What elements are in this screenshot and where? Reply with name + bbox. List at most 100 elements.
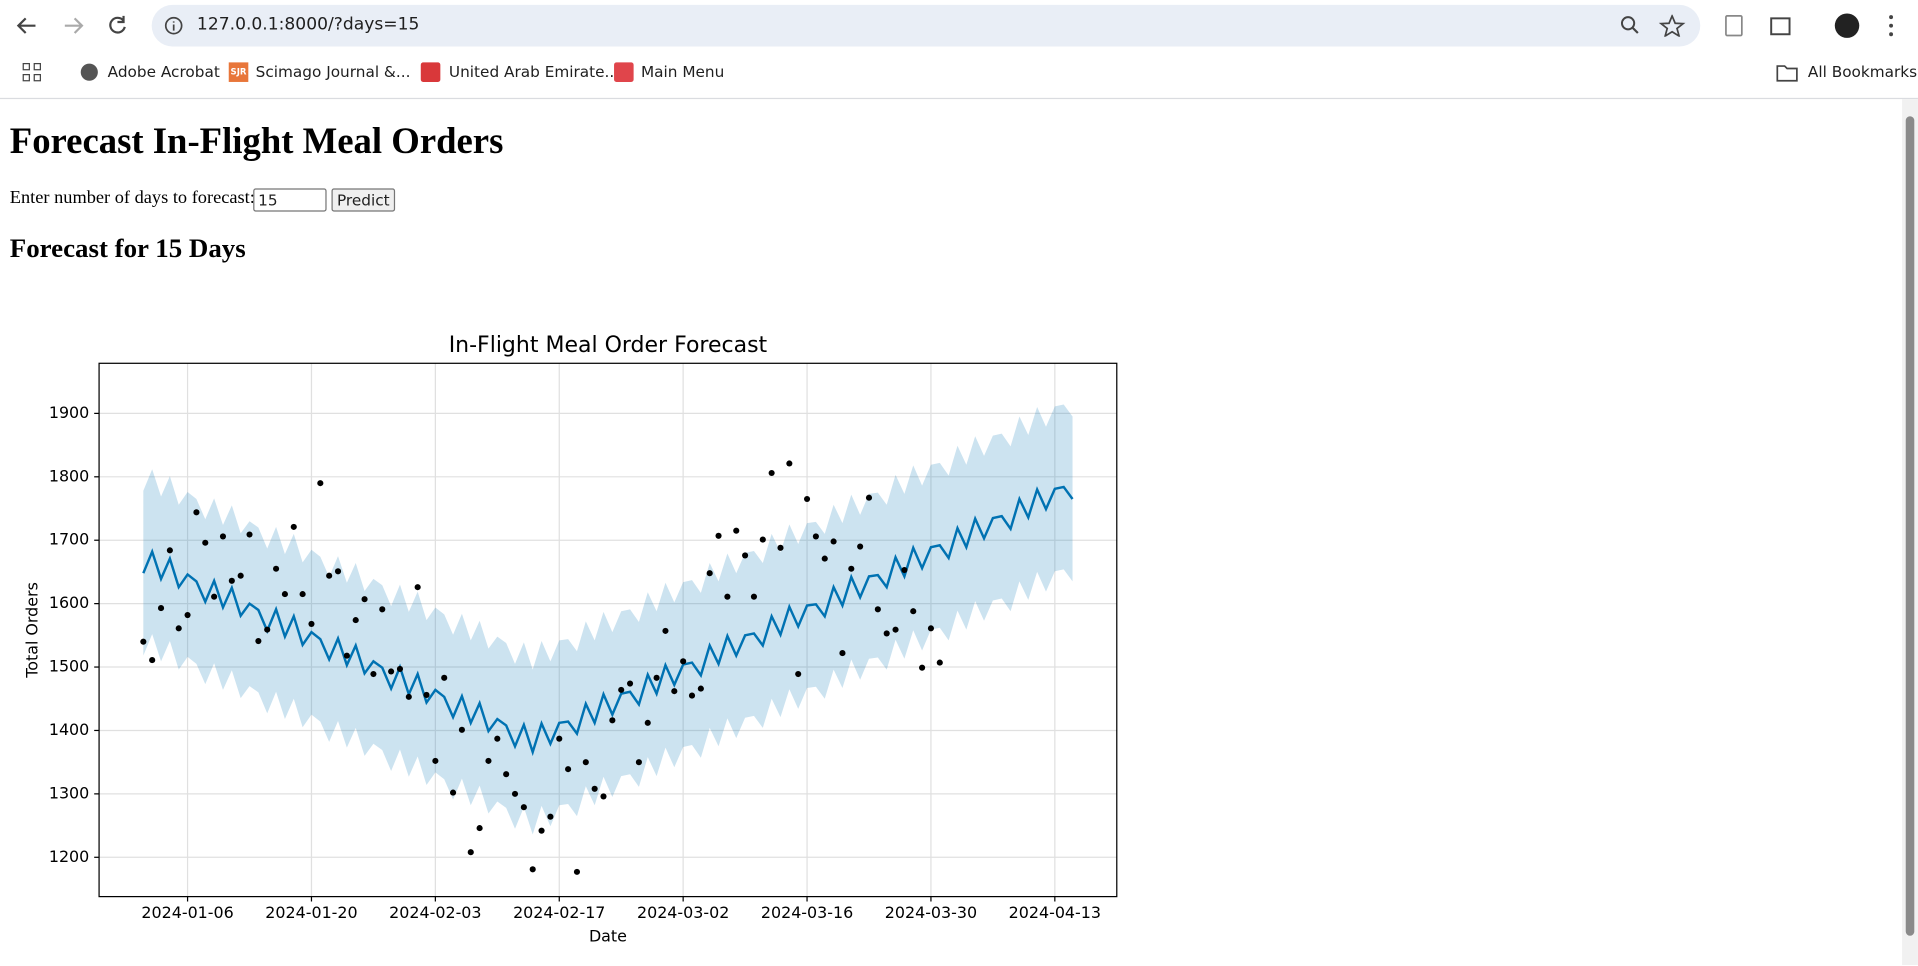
- observed-point: [724, 593, 731, 600]
- observed-point: [573, 868, 581, 875]
- observed-point: [901, 566, 908, 574]
- x-tick-label: 2024-02-03: [389, 903, 481, 922]
- toolbar-icons: [16, 13, 1894, 38]
- y-tick-label: 1700: [49, 530, 89, 549]
- observed-point: [892, 626, 899, 633]
- observed-point: [821, 555, 828, 562]
- back-button[interactable]: [16, 17, 36, 34]
- observed-point: [228, 577, 235, 584]
- observed-point: [379, 606, 386, 613]
- y-tick-label: 1800: [49, 466, 89, 485]
- reload-button[interactable]: [109, 15, 126, 34]
- x-axis-label: Date: [589, 926, 627, 945]
- observed-point: [865, 494, 873, 501]
- predict-button[interactable]: Predict: [331, 188, 396, 212]
- observed-point: [423, 691, 430, 699]
- forecast-heading: Forecast for 15 Days: [9, 232, 246, 263]
- zoom-and-star[interactable]: [1620, 14, 1693, 37]
- observed-point: [290, 523, 297, 530]
- profile-avatar[interactable]: [1834, 13, 1860, 38]
- observed-point: [485, 757, 492, 764]
- y-tick-label: 1200: [49, 847, 89, 866]
- observed-point: [467, 849, 474, 856]
- uncertainty-band: [143, 404, 1073, 835]
- observed-point: [219, 533, 227, 540]
- observed-point: [936, 659, 943, 666]
- observed-point: [795, 670, 802, 678]
- observed-point: [697, 685, 704, 692]
- bookmark[interactable]: Scimago Journal &...: [255, 62, 411, 81]
- observed-point: [175, 625, 182, 632]
- bookmark-icon: [420, 62, 441, 82]
- forecast-line: [142, 485, 1074, 757]
- forward-button[interactable]: [64, 17, 84, 34]
- globe-icon: [80, 63, 98, 81]
- observed-point: [750, 593, 758, 600]
- y-tick-label: 1500: [49, 657, 89, 676]
- observed-point: [308, 620, 315, 627]
- observed-point: [299, 591, 306, 598]
- scrollbar[interactable]: [1902, 99, 1918, 966]
- url-text: 127.0.0.1:8000/?days=15: [196, 14, 420, 35]
- observed-point: [910, 608, 917, 615]
- observed-point: [264, 626, 271, 633]
- extension-icons[interactable]: [1719, 12, 1805, 39]
- observed-point: [458, 726, 465, 733]
- observed-point: [503, 771, 510, 778]
- observed-point: [786, 460, 793, 467]
- observed-point: [671, 688, 678, 695]
- observed-point: [626, 680, 634, 687]
- y-tick-label: 1300: [49, 783, 89, 802]
- observed-point: [618, 686, 625, 693]
- x-tick-label: 2024-01-20: [265, 903, 357, 922]
- observed-point: [644, 719, 651, 726]
- observed-point: [812, 533, 819, 540]
- observed-point: [653, 674, 660, 681]
- bookmark-icon: SJR: [228, 62, 249, 82]
- observed-point: [193, 509, 200, 516]
- observed-point: [388, 668, 395, 675]
- menu-button[interactable]: [1889, 15, 1894, 20]
- observed-point: [688, 692, 696, 699]
- observed-point: [874, 606, 881, 613]
- observed-point: [733, 527, 740, 534]
- menu-dot: [1889, 23, 1894, 28]
- observed-point: [565, 766, 572, 773]
- y-axis-label: Total Orders: [23, 582, 42, 679]
- input-label: Enter number of days to forecast:: [9, 188, 255, 208]
- observed-point: [803, 495, 811, 503]
- bookmark[interactable]: United Arab Emirate...: [448, 62, 620, 81]
- observed-point: [140, 638, 147, 645]
- folder-icon: [1776, 65, 1798, 82]
- observed-point: [591, 785, 598, 792]
- observed-point: [839, 650, 846, 657]
- observed-point: [715, 532, 722, 539]
- apps-icon[interactable]: [22, 62, 42, 82]
- menu-dot: [1889, 32, 1894, 37]
- observed-point: [529, 866, 536, 873]
- bookmark-icon: [614, 62, 634, 82]
- bookmark[interactable]: Main Menu: [640, 62, 725, 81]
- days-input[interactable]: 15: [253, 188, 327, 212]
- observed-point: [432, 757, 439, 764]
- observed-point: [166, 547, 173, 554]
- observed-point: [919, 664, 926, 671]
- scrollbar-thumb[interactable]: [1905, 116, 1915, 936]
- address-bar[interactable]: 127.0.0.1:8000/?days=15: [151, 4, 1701, 47]
- x-tick-label: 2024-01-06: [141, 903, 233, 922]
- observed-point: [317, 480, 324, 487]
- x-tick-label: 2024-03-30: [885, 903, 977, 922]
- y-tick-label: 1900: [49, 403, 89, 422]
- observed-point: [246, 531, 253, 538]
- all-bookmarks[interactable]: All Bookmarks: [1807, 62, 1918, 81]
- observed-point: [830, 538, 837, 545]
- site-info-icon[interactable]: [164, 16, 184, 36]
- chart-title: In-Flight Meal Order Forecast: [449, 333, 768, 358]
- x-tick-label: 2024-02-17: [513, 903, 605, 922]
- observed-point: [768, 469, 775, 477]
- observed-point: [927, 625, 934, 632]
- bookmark[interactable]: Adobe Acrobat: [107, 62, 220, 81]
- observed-point: [582, 759, 589, 766]
